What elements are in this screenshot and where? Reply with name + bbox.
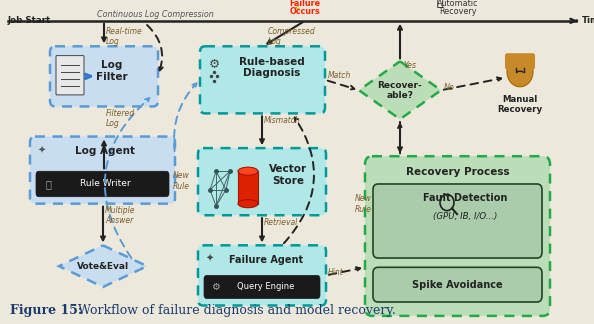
FancyBboxPatch shape [56,55,84,95]
Text: Failure Agent: Failure Agent [229,255,303,265]
Text: Yes: Yes [403,61,416,70]
Text: Workflow of failure diagnosis and model recovery.: Workflow of failure diagnosis and model … [74,304,396,317]
Text: (GPU, IB, I/O...): (GPU, IB, I/O...) [433,212,498,221]
Text: Vector
Store: Vector Store [269,164,307,186]
Text: ⚙: ⚙ [208,58,220,71]
FancyBboxPatch shape [204,275,320,298]
Text: Manual
Recovery: Manual Recovery [497,95,542,114]
Text: Real-time
Log: Real-time Log [106,27,143,46]
FancyBboxPatch shape [36,171,169,197]
FancyBboxPatch shape [365,156,550,316]
Text: ⚙: ⚙ [211,282,219,292]
Text: Recovery: Recovery [439,7,477,16]
FancyBboxPatch shape [505,53,535,69]
FancyBboxPatch shape [373,267,542,302]
Text: Recovery Process: Recovery Process [406,167,509,177]
FancyBboxPatch shape [373,184,542,258]
FancyBboxPatch shape [200,46,325,113]
Text: Filtered
Log: Filtered Log [106,109,135,128]
Text: No: No [444,83,455,92]
Text: Time: Time [582,16,594,25]
FancyBboxPatch shape [30,136,175,204]
Text: 🔄: 🔄 [437,0,443,8]
Text: Query Engine: Query Engine [238,283,295,292]
Text: New
Rule: New Rule [173,171,190,191]
Text: Compressed
Log: Compressed Log [268,27,316,46]
Text: Spike Avoidance: Spike Avoidance [412,280,503,290]
Text: Failure: Failure [289,0,321,8]
Text: New
Rule: New Rule [355,194,372,214]
Ellipse shape [238,200,258,208]
Text: ✦: ✦ [38,146,46,156]
Text: Job Start: Job Start [8,16,51,25]
Text: Vote&Eval: Vote&Eval [77,262,129,271]
Text: Figure 15:: Figure 15: [10,304,83,317]
Text: Continuous Log Compression: Continuous Log Compression [97,9,213,18]
Circle shape [507,57,533,87]
Text: Mismatch: Mismatch [264,116,301,125]
Text: Rule-based
Diagnosis: Rule-based Diagnosis [239,57,305,78]
Text: Occurs: Occurs [290,7,320,16]
Text: Recover-
able?: Recover- able? [378,81,422,100]
Text: Log
Filter: Log Filter [96,60,128,82]
Polygon shape [359,61,441,119]
FancyBboxPatch shape [198,245,326,306]
Text: Rule Writer: Rule Writer [80,179,130,189]
Ellipse shape [238,167,258,175]
Polygon shape [59,245,147,287]
Text: Multiple
Answer: Multiple Answer [105,206,135,226]
Text: ⚡: ⚡ [293,3,301,16]
FancyBboxPatch shape [198,148,326,215]
Text: 🖨: 🖨 [45,179,51,189]
Bar [238,171,258,204]
Text: Log Agent: Log Agent [75,146,135,156]
FancyBboxPatch shape [50,46,158,107]
Text: Match: Match [328,71,352,80]
Text: Automatic: Automatic [437,0,479,8]
Text: ✦: ✦ [206,253,214,263]
Text: Fault Detection: Fault Detection [424,193,508,203]
Text: Hint: Hint [328,269,344,277]
Text: Retrieval: Retrieval [264,217,298,226]
